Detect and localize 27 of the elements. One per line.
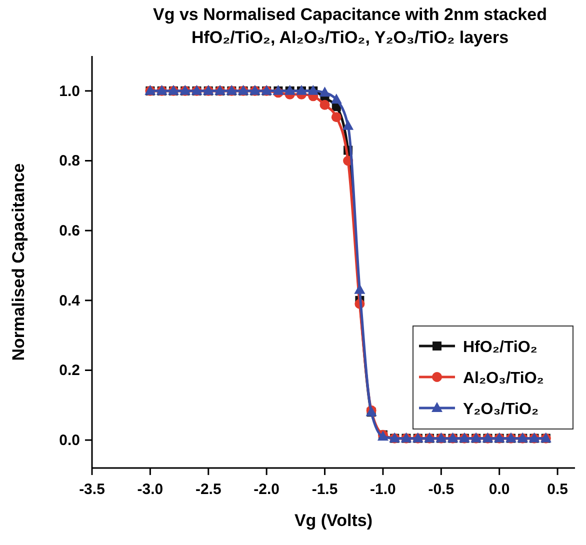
point <box>354 284 366 294</box>
point <box>319 86 330 97</box>
x-tick-label: -1.5 <box>312 481 338 498</box>
point <box>330 94 342 104</box>
y-tick-label: 0.2 <box>59 362 80 380</box>
y-axis-title: Normalised Capacitance <box>9 163 28 361</box>
y-tick-label: 0.8 <box>59 152 80 170</box>
chart-title: Vg vs Normalised Capacitance with 2nm stacked HfO₂/TiO₂, Al₂O₃/TiO₂, Y₂O₃/TiO₂ layers <box>153 5 547 47</box>
x-tick-label: -3.0 <box>137 481 164 498</box>
x-tick-label: -2.5 <box>195 481 222 498</box>
point <box>342 120 354 130</box>
point <box>320 100 330 110</box>
y-tick-label: 1.0 <box>59 82 80 100</box>
legend-label: Al₂O₃/TiO₂ <box>463 370 544 387</box>
legend-label: Y₂O₃/TiO₂ <box>463 401 539 418</box>
x-tick-label: 0.0 <box>488 481 510 498</box>
y-tick-label: 0.6 <box>59 222 80 240</box>
x-tick-label: -0.5 <box>428 481 454 498</box>
y-tick-label: 0.0 <box>59 432 80 450</box>
y-tick-label: 0.4 <box>59 292 81 310</box>
x-axis-title: Vg (Volts) <box>294 511 373 530</box>
point <box>331 112 342 122</box>
x-tick-label: 0.5 <box>547 481 568 498</box>
x-tick-label: -2.0 <box>254 481 280 498</box>
x-tick-label: -1.0 <box>370 481 396 498</box>
legend-label: HfO₂/TiO₂ <box>463 339 538 356</box>
x-tick-label: -3.5 <box>79 481 105 498</box>
